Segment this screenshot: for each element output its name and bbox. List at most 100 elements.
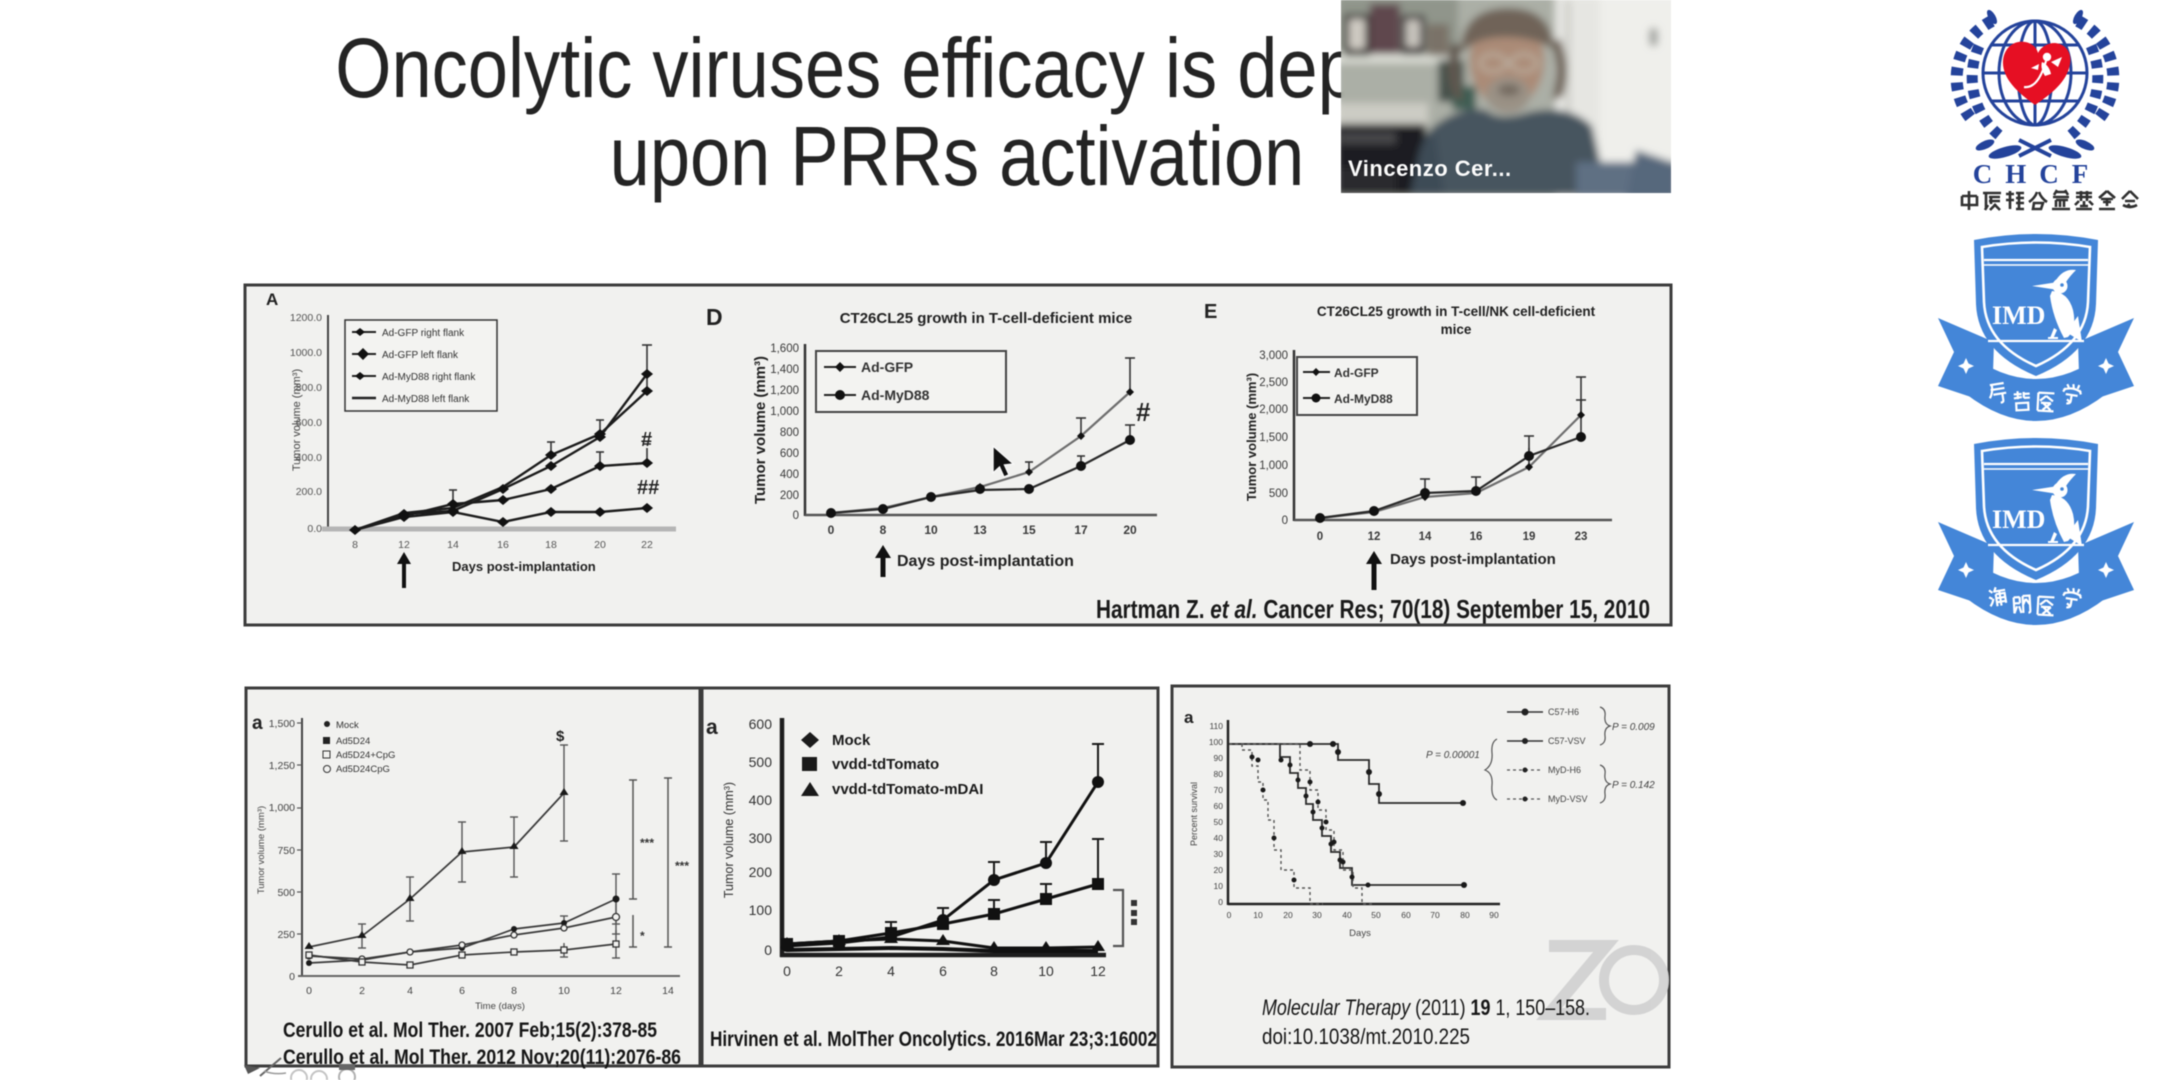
svg-text:MyD-VSV: MyD-VSV (1548, 794, 1588, 804)
svg-text:200.0: 200.0 (296, 486, 322, 498)
svg-text:1,200: 1,200 (770, 385, 799, 397)
svg-text:800.0: 800.0 (296, 382, 322, 394)
svg-text:C57-H6: C57-H6 (1548, 707, 1579, 717)
svg-text:vvdd-tdTomato-mDAI: vvdd-tdTomato-mDAI (832, 781, 983, 798)
svg-text:70: 70 (1430, 910, 1440, 920)
svg-text:8: 8 (352, 539, 358, 551)
svg-text:0: 0 (1317, 531, 1323, 543)
svg-text:20: 20 (1283, 910, 1293, 920)
svg-text:doi:10.1038/mt.2010.225: doi:10.1038/mt.2010.225 (1262, 1024, 1470, 1049)
svg-text:#: # (641, 429, 652, 451)
svg-text:14: 14 (447, 539, 459, 551)
svg-text:Ad-GFP: Ad-GFP (861, 359, 913, 375)
svg-text:400.0: 400.0 (296, 452, 322, 464)
svg-text:Tumor volume (mm³): Tumor volume (mm³) (1244, 373, 1259, 501)
svg-text:a: a (252, 713, 263, 734)
svg-text:12: 12 (1368, 531, 1381, 543)
svg-text:50: 50 (1371, 910, 1381, 920)
svg-text:E: E (1204, 301, 1217, 323)
svg-text:0: 0 (1282, 515, 1288, 527)
svg-text:100: 100 (1209, 737, 1223, 747)
svg-text:400: 400 (749, 792, 773, 808)
svg-text:Mock: Mock (336, 720, 359, 731)
svg-text:2: 2 (835, 963, 843, 979)
svg-text:Ad-MyD88: Ad-MyD88 (1334, 392, 1393, 406)
svg-text:1200.0: 1200.0 (290, 312, 322, 324)
svg-text:D: D (706, 304, 723, 330)
svg-text:1,600: 1,600 (770, 343, 799, 355)
svg-text:1,500: 1,500 (1259, 432, 1288, 444)
svg-text:1000.0: 1000.0 (290, 347, 322, 359)
svg-text:C57-VSV: C57-VSV (1548, 736, 1586, 746)
svg-text:Ad-GFP left flank: Ad-GFP left flank (382, 350, 459, 361)
svg-text:16: 16 (1470, 531, 1483, 543)
svg-text:CT26CL25 growth in T-cell-defi: CT26CL25 growth in T-cell-deficient mice (840, 310, 1133, 327)
svg-text:Ad5D24: Ad5D24 (336, 736, 370, 747)
svg-text:80: 80 (1460, 910, 1470, 920)
svg-text:0: 0 (306, 985, 312, 997)
svg-text:30: 30 (1312, 910, 1322, 920)
svg-text:CT26CL25 growth in T-cell/NK c: CT26CL25 growth in T-cell/NK cell-defici… (1317, 304, 1596, 319)
svg-text:10: 10 (1038, 963, 1054, 979)
svg-text:600.0: 600.0 (296, 417, 322, 429)
svg-text:P = 0.009: P = 0.009 (1612, 722, 1655, 733)
svg-text:1,000: 1,000 (1259, 460, 1288, 472)
svg-text:16: 16 (497, 539, 509, 551)
svg-text:1,250: 1,250 (269, 760, 295, 772)
svg-text:12: 12 (398, 539, 410, 551)
svg-text:#: # (1136, 397, 1151, 427)
svg-text:Tumor volume (mm³): Tumor volume (mm³) (722, 782, 736, 898)
svg-text:2,500: 2,500 (1259, 377, 1288, 389)
svg-text:60: 60 (1401, 910, 1411, 920)
svg-text:250: 250 (277, 929, 295, 941)
svg-text:8: 8 (511, 985, 517, 997)
svg-text:500: 500 (1269, 488, 1288, 500)
svg-text:Ad5D24CpG: Ad5D24CpG (336, 764, 390, 775)
svg-text:400: 400 (780, 469, 799, 481)
svg-text:P = 0.142: P = 0.142 (1612, 780, 1655, 791)
svg-text:0.0: 0.0 (307, 523, 322, 535)
svg-text:Percent survival: Percent survival (1189, 782, 1199, 846)
svg-text:20: 20 (1123, 523, 1137, 537)
svg-text:70: 70 (1214, 785, 1224, 795)
svg-text:$: $ (556, 728, 565, 745)
svg-text:Time (days): Time (days) (475, 1001, 525, 1012)
svg-text:8: 8 (990, 963, 998, 979)
svg-text:40: 40 (1214, 833, 1224, 843)
svg-text:0: 0 (793, 510, 799, 522)
svg-text:200: 200 (749, 864, 773, 880)
svg-text:Days post-implantation: Days post-implantation (897, 553, 1074, 570)
svg-text:CHCF: CHCF (1973, 159, 2102, 189)
svg-text:***: *** (640, 836, 654, 850)
svg-text:0: 0 (764, 942, 772, 958)
svg-text:750: 750 (277, 845, 295, 857)
svg-text:23: 23 (1575, 531, 1588, 543)
svg-text:17: 17 (1074, 523, 1088, 537)
svg-text:Ad-MyD88 right flank: Ad-MyD88 right flank (382, 372, 476, 383)
svg-text:4: 4 (407, 985, 413, 997)
svg-text:Ad-MyD88: Ad-MyD88 (861, 387, 930, 403)
svg-text:10: 10 (558, 985, 570, 997)
svg-text:Mock: Mock (832, 732, 871, 749)
svg-text:Hartman Z. et al. Cancer Res;: Hartman Z. et al. Cancer Res; 70(18) Sep… (1096, 594, 1650, 624)
svg-text:0: 0 (828, 523, 835, 537)
svg-text:60: 60 (1214, 801, 1224, 811)
svg-text:a: a (1184, 708, 1194, 727)
svg-text:Ad5D24+CpG: Ad5D24+CpG (336, 750, 395, 761)
svg-text:Ad-GFP right flank: Ad-GFP right flank (382, 328, 465, 339)
svg-text:0: 0 (783, 963, 791, 979)
svg-text:1,500: 1,500 (269, 718, 295, 730)
svg-text:1,000: 1,000 (269, 802, 295, 814)
svg-text:12: 12 (610, 985, 622, 997)
svg-text:18: 18 (545, 539, 557, 551)
svg-text:80: 80 (1214, 769, 1224, 779)
svg-text:20: 20 (1214, 865, 1224, 875)
svg-text:100: 100 (749, 902, 773, 918)
svg-text:Vincenzo Cer...: Vincenzo Cer... (1348, 156, 1512, 181)
svg-text:0: 0 (1218, 897, 1223, 907)
svg-text:8: 8 (880, 523, 887, 537)
svg-text:A: A (266, 290, 278, 309)
svg-text:10: 10 (1253, 910, 1263, 920)
svg-text:Tumor volume (mm³): Tumor volume (mm³) (291, 369, 303, 471)
svg-text:500: 500 (749, 754, 773, 770)
